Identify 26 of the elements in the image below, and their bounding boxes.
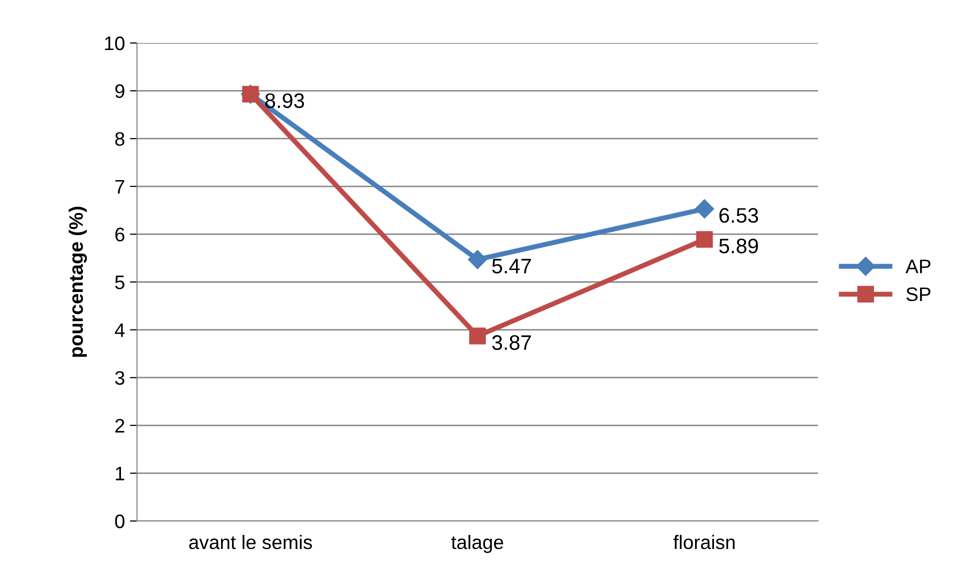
data-label: 5.47 xyxy=(492,258,531,274)
data-label: 8.93 xyxy=(265,93,304,108)
data-label: 6.53 xyxy=(719,208,758,223)
y-tick-label: 8 xyxy=(115,132,124,146)
legend-label: SP xyxy=(906,287,930,302)
data-label: 5.89 xyxy=(719,238,758,254)
x-tick-label: avant le semis xyxy=(189,534,312,550)
y-tick-label: 6 xyxy=(115,228,124,242)
y-tick-label: 7 xyxy=(115,180,124,194)
y-tick-label: 10 xyxy=(105,36,124,50)
y-tick-label: 2 xyxy=(115,418,124,432)
y-tick-label: 3 xyxy=(115,371,124,385)
y-tick-label: 9 xyxy=(115,84,124,98)
y-tick-label: 4 xyxy=(114,323,125,337)
y-tick-label: 0 xyxy=(115,514,124,528)
legend-label: AP xyxy=(906,260,930,274)
point xyxy=(696,231,713,248)
y-tick-label: 1 xyxy=(116,466,124,480)
point xyxy=(469,328,486,344)
y-tick-label: 5 xyxy=(115,276,124,290)
point xyxy=(468,250,488,270)
y-axis-title: pourcentage (%) xyxy=(68,206,87,357)
x-tick-label: talage xyxy=(451,534,504,554)
x-tick-label: floraisn xyxy=(673,534,735,550)
data-label: 3.87 xyxy=(492,335,531,350)
point xyxy=(694,199,714,218)
